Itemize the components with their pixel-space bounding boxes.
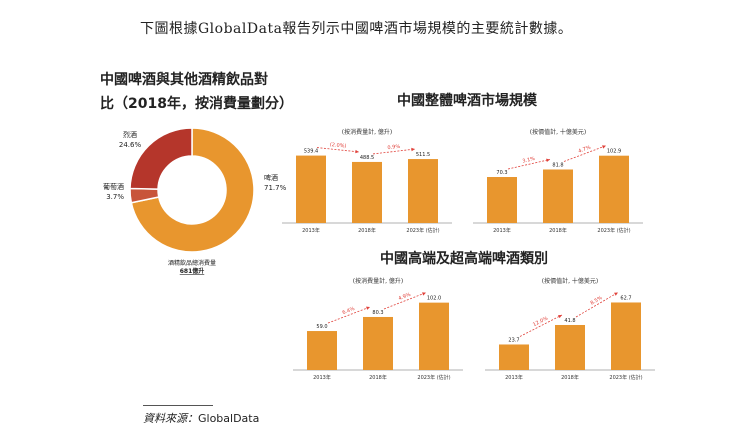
growth-rate-label: 4.9% [398,292,412,302]
growth-rate-label: 8.5% [589,295,603,307]
growth-arrowhead [422,292,426,296]
bar-value-label: 488.5 [360,155,374,161]
bar-value-label: 539.4 [304,149,318,155]
growth-rate-label: 0.9% [387,144,401,151]
pie-slice [129,187,160,204]
bar [363,316,393,370]
bar [543,169,573,223]
bar-value-label: 59.0 [316,324,327,330]
section-title-premium-beer: 中國高端及超高端啤酒類別 [380,251,548,267]
bar-chart-unit: (按消費量計, 億升) [342,128,393,136]
growth-arrowhead [355,149,359,154]
growth-arrowhead [558,314,562,319]
pie-title-line1: 中國啤酒與其他酒精飲品對 [100,72,268,88]
bar-chart-unit: (按價值計, 十億美元) [542,277,599,285]
growth-arrow [575,292,619,318]
bar [499,344,529,370]
source-note: 資料來源：GlobalData [143,410,259,426]
pie-footer-total: 681億升 [180,267,205,275]
pie-slice-percent: 3.7% [106,193,124,201]
pie-footer-label: 酒精飲品總消費量 [168,259,216,267]
bar [307,331,337,370]
growth-rate-label: (2.0%) [330,142,347,150]
bar [555,324,585,370]
pie-slice-name: 葡萄酒 [103,182,124,191]
source-divider [143,405,213,406]
x-tick-label: 2018年 [561,374,579,381]
bar [487,177,517,223]
section-title-overall-beer: 中國整體啤酒市場規模 [397,93,537,109]
growth-arrowhead [602,145,606,149]
bar-value-label: 41.8 [564,318,575,324]
bar-value-label: 80.3 [372,310,383,316]
pie-slice [130,127,255,253]
x-tick-label: 2018年 [549,227,567,234]
bar-value-label: 102.0 [427,296,441,302]
growth-arrow [316,147,360,153]
x-tick-label: 2013年 [493,227,511,234]
bar-value-label: 70.3 [496,170,507,176]
growth-rate-label: 12.0% [532,315,549,328]
x-tick-label: 2013年 [302,227,320,234]
bar [408,159,438,223]
pie-chart-title: 中國啤酒與其他酒精飲品對 比（2018年，按消費量劃分） [100,68,300,116]
growth-arrow [327,306,371,324]
bar-value-label: 102.9 [607,149,621,155]
x-tick-label: 2018年 [358,227,376,234]
growth-arrowhead [411,147,415,152]
bar-chart-unit: (按消費量計, 億升) [353,277,404,285]
x-tick-label: 2023年 (估計) [406,227,439,234]
growth-rate-label: 6.4% [342,306,356,316]
bar-value-label: 23.7 [508,337,519,343]
source-label: 資料來源： [143,412,198,425]
bar [419,302,449,370]
pie-slice [129,127,193,190]
x-tick-label: 2023年 (估計) [609,374,642,381]
pie-slice-percent: 71.7% [264,184,287,192]
bar [611,302,641,370]
pie-slice-name: 啤酒 [264,173,278,182]
growth-arrowhead [366,306,370,310]
growth-arrow [383,292,427,310]
growth-rate-label: 3.1% [522,156,536,165]
pie-slice-name: 烈酒 [123,130,137,139]
bar-value-label: 81.8 [552,162,563,168]
growth-arrow [372,148,416,155]
growth-arrow [563,145,607,162]
growth-arrow [519,314,563,337]
growth-arrowhead [614,292,618,296]
pie-slice-percent: 24.6% [119,141,142,149]
growth-arrowhead [546,158,550,162]
intro-text: 下圖根據GlobalData報告列示中國啤酒市場規模的主要統計數據。 [140,21,573,37]
pie-title-line2: 比（2018年，按消費量劃分） [100,96,293,112]
x-tick-label: 2023年 (估計) [597,227,630,234]
bar [599,155,629,223]
bar-value-label: 511.5 [416,152,430,158]
x-tick-label: 2013年 [505,374,523,381]
growth-rate-label: 4.7% [578,145,592,155]
source-value: GlobalData [198,412,260,425]
x-tick-label: 2018年 [369,374,387,381]
x-tick-label: 2013年 [313,374,331,381]
x-tick-label: 2023年 (估計) [417,374,450,381]
bar-value-label: 62.7 [620,295,631,301]
bar-chart-unit: (按價值計, 十億美元) [530,128,587,136]
growth-arrow [507,159,551,170]
bar [352,161,382,223]
bar [296,155,326,223]
